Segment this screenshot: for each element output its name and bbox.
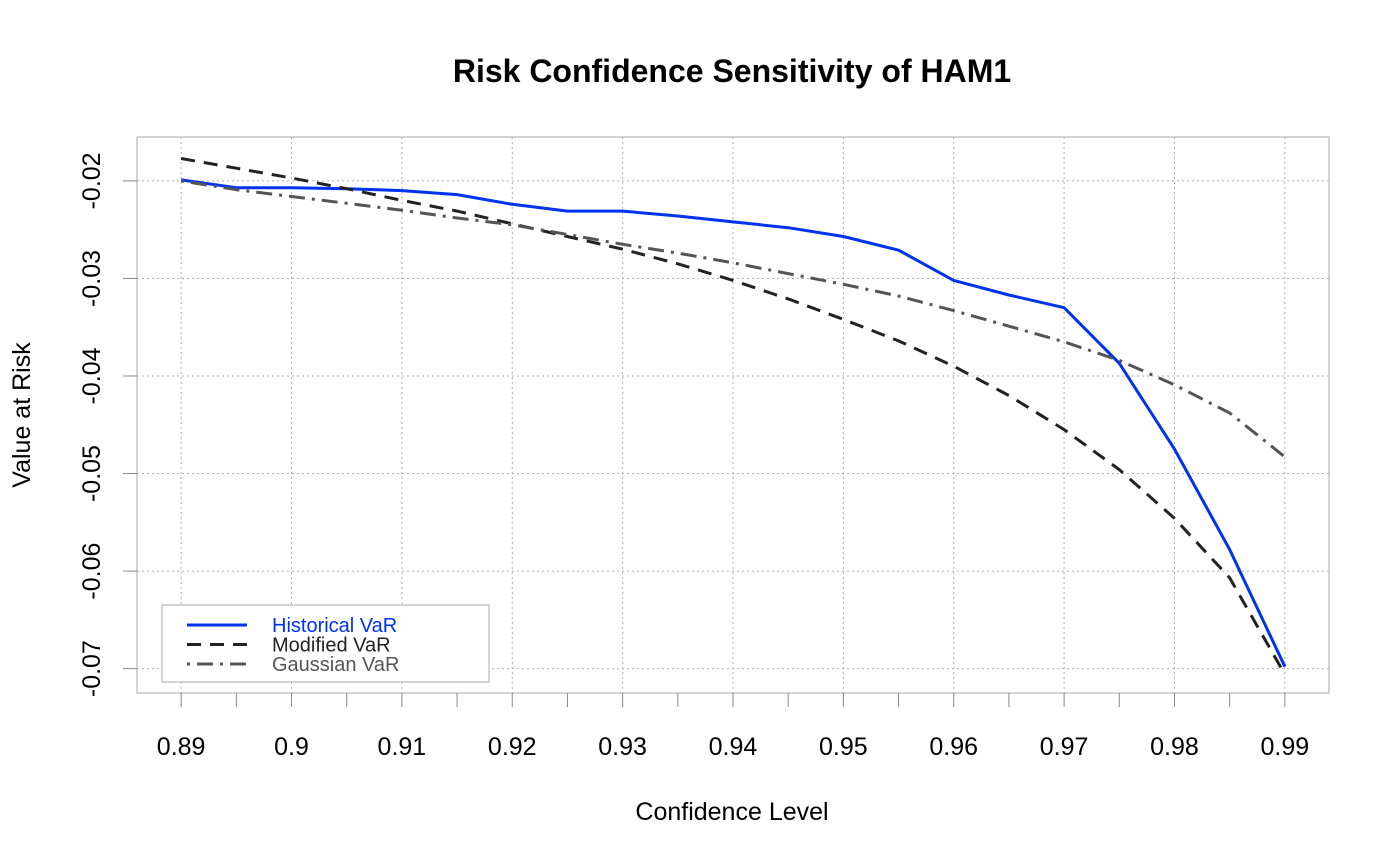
series-line-1 bbox=[180, 178, 1287, 668]
y-tick-label: -0.04 bbox=[78, 347, 106, 404]
x-tick-label: 0.99 bbox=[1261, 733, 1310, 761]
x-tick-label: 0.9 bbox=[274, 733, 309, 761]
legend-label-3: Gaussian VaR bbox=[272, 654, 399, 676]
x-tick-label: 0.96 bbox=[929, 733, 978, 761]
y-axis-label: Value at Risk bbox=[8, 342, 36, 488]
legend-label-2: Modified VaR bbox=[272, 635, 391, 657]
y-tick-label: -0.02 bbox=[78, 152, 106, 209]
y-tick-label: -0.07 bbox=[78, 640, 106, 697]
chart-title: Risk Confidence Sensitivity of HAM1 bbox=[453, 53, 1011, 89]
x-tick-label: 0.97 bbox=[1040, 733, 1089, 761]
x-tick-label: 0.93 bbox=[598, 733, 647, 761]
series-lines bbox=[180, 157, 1287, 676]
x-axis-label: Confidence Level bbox=[635, 798, 828, 826]
legend-label-1: Historical VaR bbox=[272, 615, 397, 637]
y-axis: -0.07 -0.06 -0.05 -0.04 -0.03 -0.02 bbox=[78, 152, 138, 697]
y-tick-label: -0.06 bbox=[78, 543, 106, 600]
y-tick-label: -0.05 bbox=[78, 445, 106, 502]
x-tick-label: 0.91 bbox=[378, 733, 427, 761]
x-tick-label: 0.98 bbox=[1150, 733, 1199, 761]
grid-lines bbox=[137, 137, 1329, 693]
x-tick-label: 0.95 bbox=[819, 733, 868, 761]
x-axis: 0.89 0.9 0.91 0.92 0.93 0.94 0.95 0.96 0.97 0.98 0… bbox=[157, 692, 1310, 761]
series-line-3 bbox=[180, 179, 1286, 459]
series-line-2 bbox=[180, 157, 1287, 676]
x-tick-label: 0.92 bbox=[488, 733, 537, 761]
x-tick-label: 0.94 bbox=[709, 733, 758, 761]
y-tick-label: -0.03 bbox=[78, 250, 106, 307]
x-tick-label: 0.89 bbox=[157, 733, 206, 761]
